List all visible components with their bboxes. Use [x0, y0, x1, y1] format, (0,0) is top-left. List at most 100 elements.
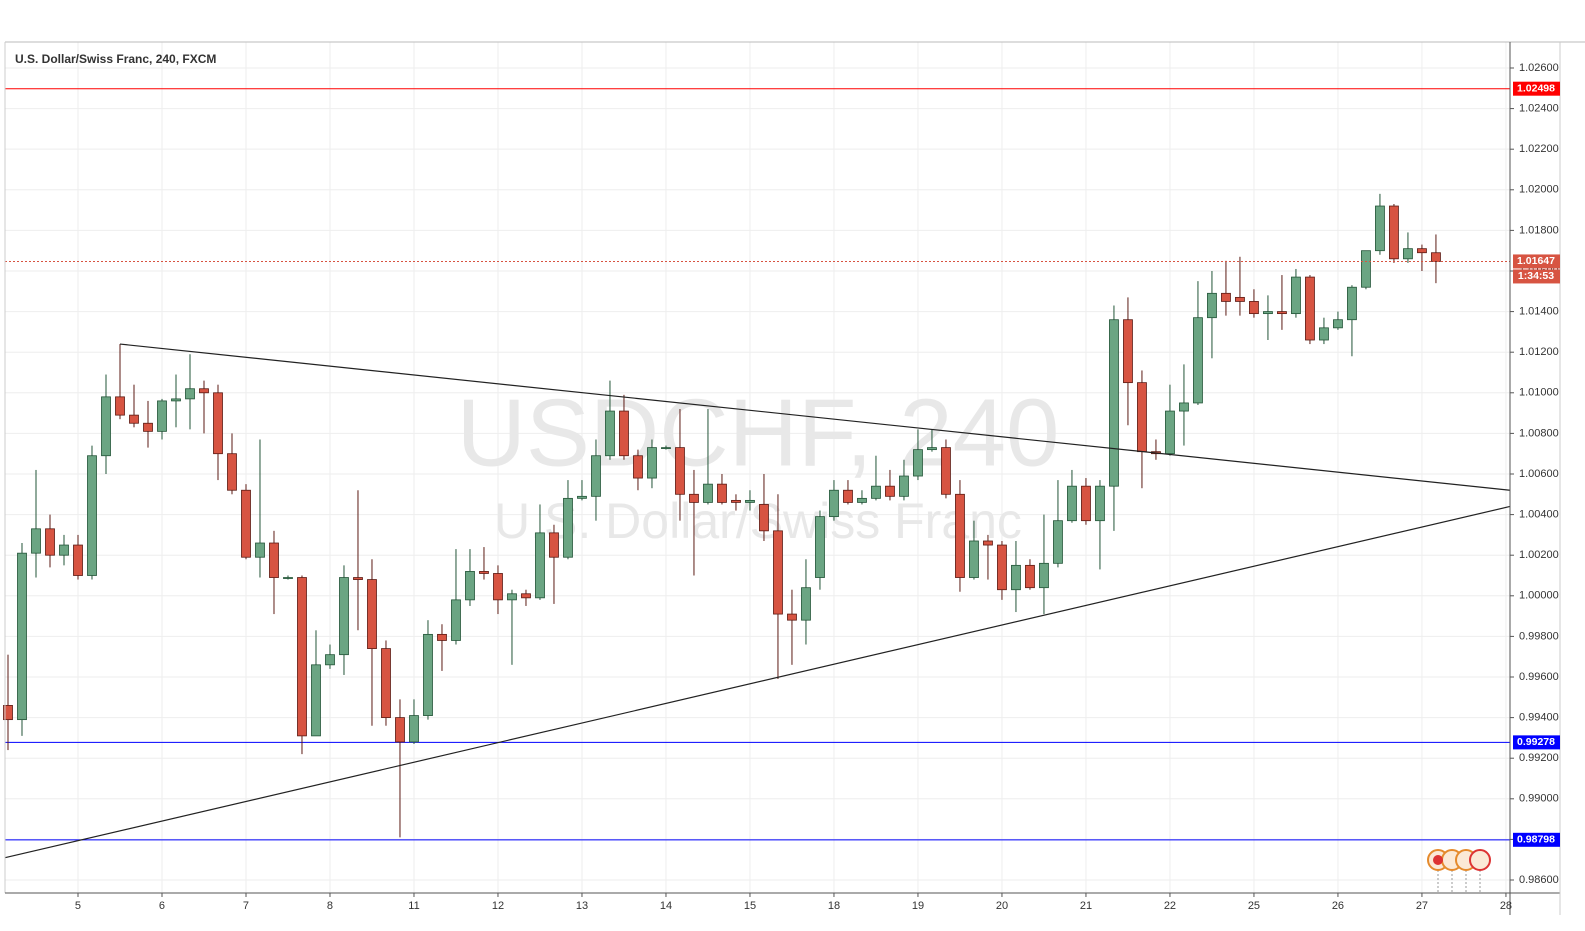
candle-body: [297, 577, 307, 737]
level-label: 0.98798: [1517, 834, 1555, 846]
countdown-label: 1:34:53: [1518, 270, 1554, 282]
candle-body: [1361, 250, 1371, 288]
x-tick-label: 15: [744, 900, 756, 912]
y-tick-label: 1.01400: [1519, 305, 1559, 317]
candle-body: [549, 532, 559, 558]
candle-body: [521, 593, 531, 599]
candle-body: [535, 532, 545, 599]
trend-line: [4, 505, 1511, 859]
candle-body: [1207, 292, 1217, 319]
plot: [3, 88, 1511, 859]
last-price-box: [1513, 254, 1560, 269]
candle-body: [1221, 292, 1231, 302]
candle-body: [843, 489, 853, 503]
candle-body: [255, 542, 265, 558]
y-tick-label: 1.02600: [1519, 62, 1559, 74]
candle-body: [1235, 296, 1245, 302]
candle-body: [241, 489, 251, 558]
candle-body: [213, 392, 223, 455]
candle-body: [913, 449, 923, 477]
candle-body: [1263, 311, 1273, 315]
x-tick-label: 7: [243, 900, 249, 912]
watermark-subtitle: U.S. Dollar/Swiss Franc: [494, 493, 1022, 549]
candle-body: [1277, 311, 1287, 315]
y-tick-label: 1.00200: [1519, 549, 1559, 561]
candle-body: [1319, 327, 1329, 341]
candle-body: [815, 516, 825, 578]
candle-body: [1011, 564, 1021, 591]
candle-body: [1165, 410, 1175, 455]
level-label: 1.02498: [1517, 82, 1555, 94]
x-tick-label: 6: [159, 900, 165, 912]
candle-body: [381, 648, 391, 719]
x-tick-label: 8: [327, 900, 333, 912]
candle-body: [773, 530, 783, 615]
x-tick-label: 20: [996, 900, 1008, 912]
candle-body: [479, 571, 489, 574]
candle-body: [1039, 562, 1049, 589]
candle-body: [1291, 276, 1301, 315]
candle-body: [661, 447, 671, 450]
candle-body: [129, 414, 139, 424]
y-tick-label: 1.00600: [1519, 468, 1559, 480]
candle-body: [465, 571, 475, 601]
candle-body: [1333, 319, 1343, 329]
candle-body: [283, 577, 293, 579]
candle-body: [619, 410, 629, 457]
candle-body: [423, 633, 433, 716]
candle-body: [17, 552, 27, 721]
chart-title: U.S. Dollar/Swiss Franc, 240, FXCM: [15, 52, 216, 66]
candle-body: [199, 388, 209, 394]
x-tick-label: 28: [1500, 900, 1512, 912]
candle-body: [703, 483, 713, 503]
candle-body: [1179, 402, 1189, 412]
candle-body: [493, 573, 503, 601]
candle-body: [899, 475, 909, 497]
y-tick-label: 1.01800: [1519, 224, 1559, 236]
level-label-box: [1513, 81, 1560, 96]
axis: 1.02600 1.02400 1.02200 1.02000 1.01800 1.016…: [75, 62, 1560, 912]
flag-icon: [1433, 855, 1443, 865]
candle-body: [1375, 205, 1385, 252]
x-tick-label: 21: [1080, 900, 1092, 912]
y-tick-label: 0.99000: [1519, 793, 1559, 805]
candle-body: [1123, 319, 1133, 384]
candle-body: [87, 455, 97, 576]
candle-body: [997, 544, 1007, 591]
event-flag[interactable]: [1469, 849, 1491, 871]
candle-body: [1305, 276, 1315, 341]
candle-body: [1095, 485, 1105, 522]
candle-body: [339, 577, 349, 656]
y-tick-label: 1.02000: [1519, 184, 1559, 196]
candle-body: [675, 447, 685, 495]
countdown-box: [1513, 269, 1560, 284]
x-tick-label: 11: [408, 900, 419, 912]
y-tick-label: 1.00800: [1519, 427, 1559, 439]
candle-body: [1403, 248, 1413, 260]
candle-body: [983, 540, 993, 546]
level-label-box: [1513, 735, 1560, 750]
candle-body: [115, 396, 125, 416]
candle-body: [185, 388, 195, 400]
candle-body: [563, 497, 573, 558]
x-tick-label: 27: [1416, 900, 1428, 912]
candle-body: [717, 483, 727, 503]
candle-body: [1109, 319, 1119, 487]
candle-body: [801, 587, 811, 621]
candle-body: [787, 613, 797, 621]
candle-body: [1137, 382, 1147, 453]
y-tick-label: 0.99400: [1519, 712, 1559, 724]
candle-body: [1053, 520, 1063, 564]
candle-body: [101, 396, 111, 457]
x-tick-label: 26: [1332, 900, 1344, 912]
candle-body: [507, 593, 517, 601]
candle-body: [1249, 301, 1259, 315]
level-label-box: [1513, 832, 1560, 847]
candle-body: [647, 447, 657, 479]
x-tick-label: 14: [660, 900, 672, 912]
candle-body: [1389, 205, 1399, 260]
candle-body: [829, 489, 839, 518]
candle-body: [591, 455, 601, 497]
x-tick-label: 22: [1164, 900, 1176, 912]
